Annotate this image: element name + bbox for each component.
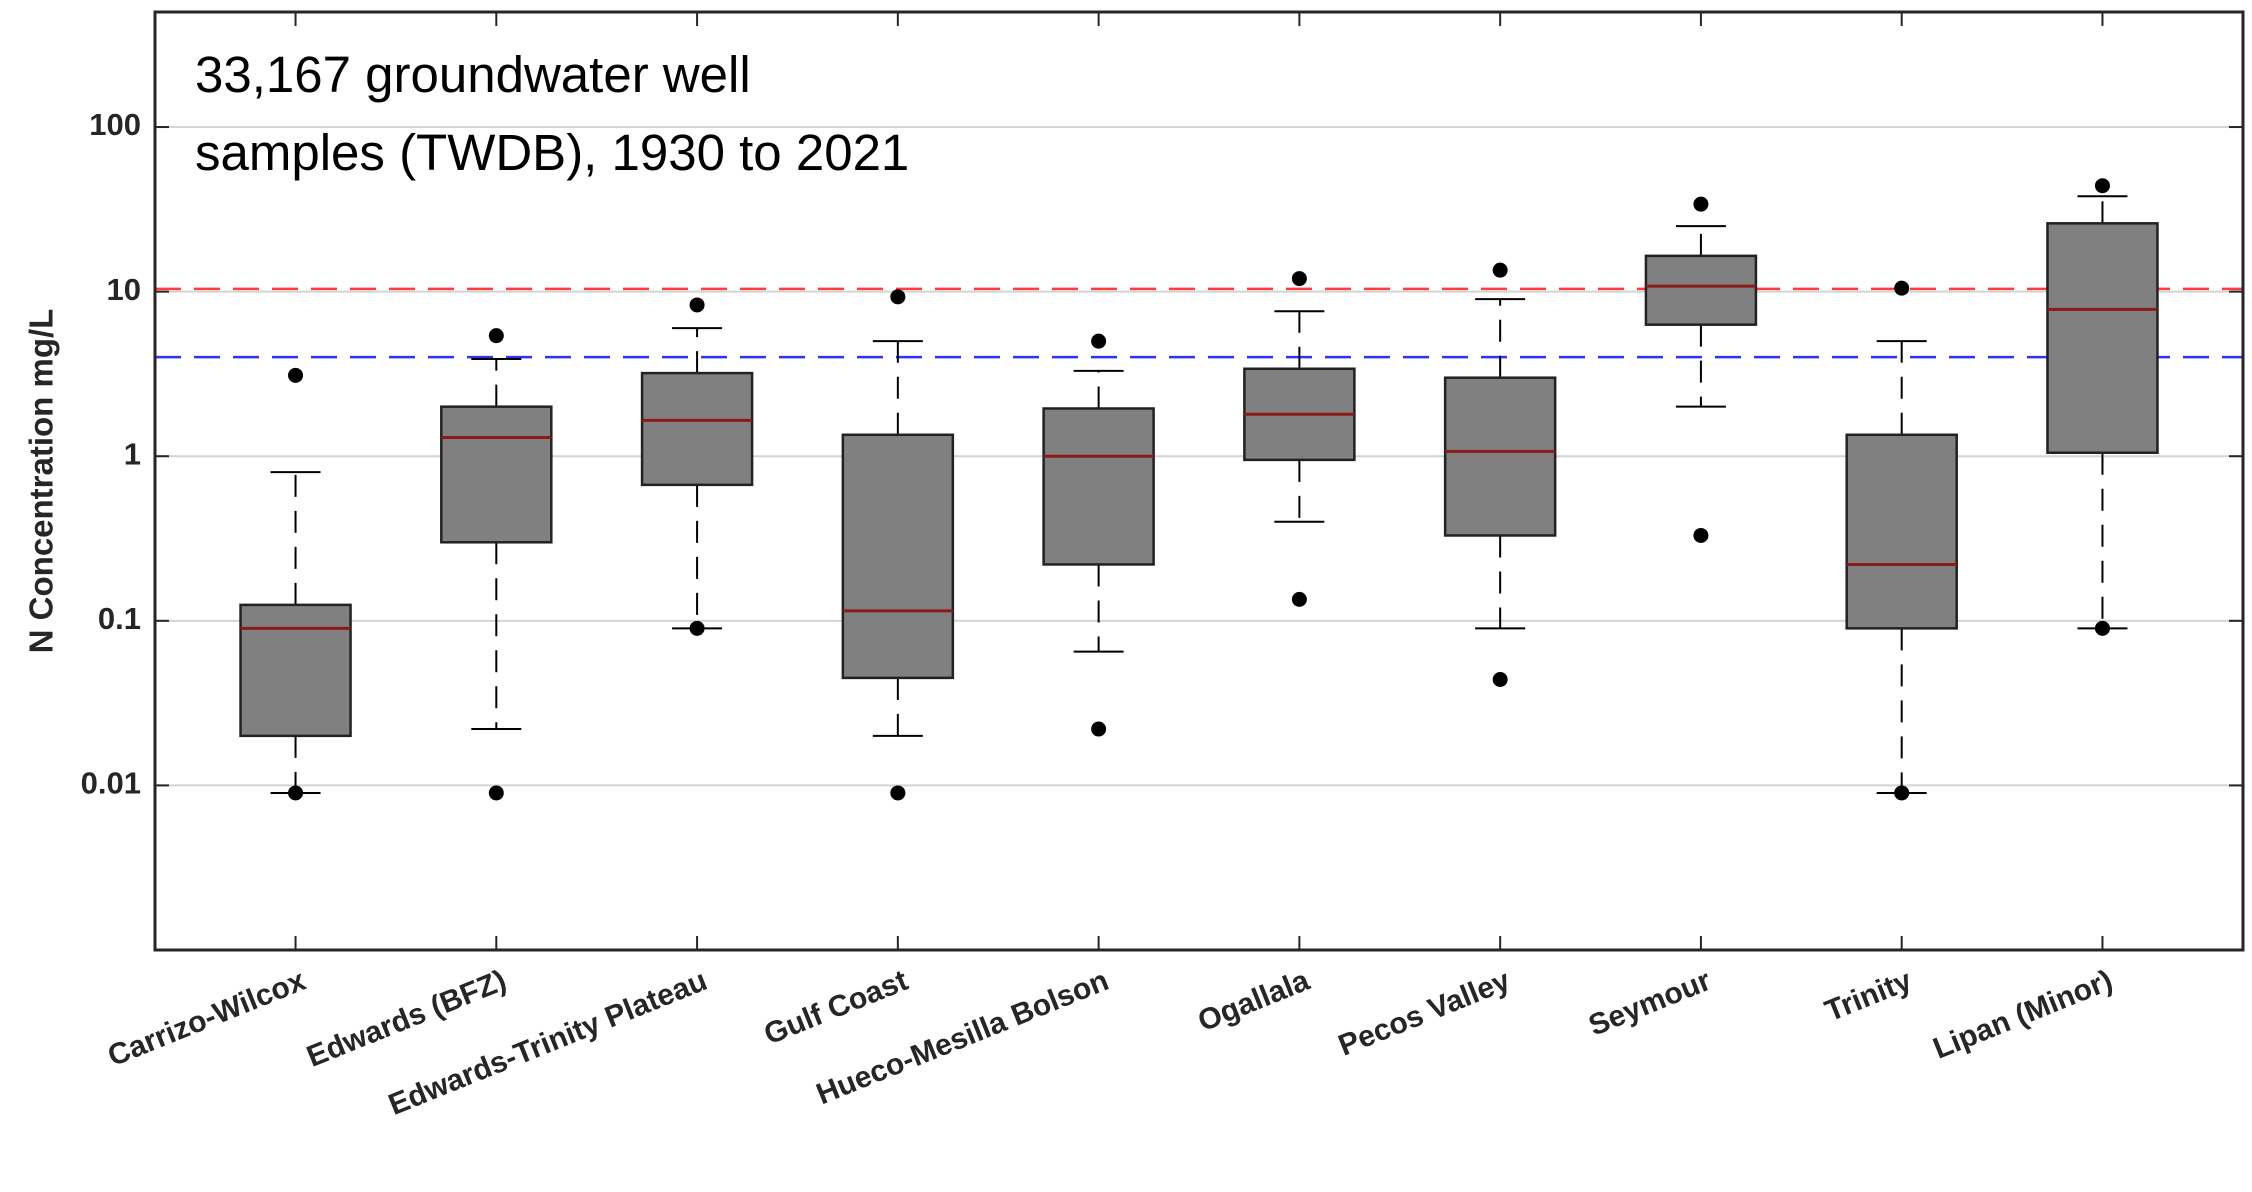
x-tick-label: Trinity — [1820, 964, 1916, 1028]
box — [1042, 407, 1155, 566]
y-tick-label: 1 — [124, 436, 141, 471]
plot-frame — [153, 10, 2245, 952]
outlier-point — [488, 328, 504, 344]
box — [2046, 222, 2159, 454]
outlier-point — [689, 297, 705, 313]
box — [841, 433, 955, 680]
box — [640, 371, 754, 487]
outlier-point — [288, 367, 304, 383]
outlier-points — [288, 178, 2110, 801]
outlier-point — [2094, 178, 2110, 194]
outlier-point — [1291, 271, 1307, 287]
outlier-point — [689, 620, 705, 636]
outlier-point — [1492, 262, 1508, 278]
annotation-line-1: 33,167 groundwater well — [195, 46, 751, 103]
outlier-point — [890, 289, 906, 305]
outlier-point — [488, 785, 504, 801]
outlier-point — [1091, 333, 1107, 349]
outlier-point — [890, 785, 906, 801]
box-group — [1845, 340, 1958, 794]
box-group — [1243, 310, 1356, 523]
box — [1644, 254, 1758, 326]
y-tick-label: 0.01 — [81, 766, 141, 801]
box — [1443, 376, 1557, 537]
outlier-point — [1894, 280, 1910, 296]
annotation-line-2: samples (TWDB), 1930 to 2021 — [195, 124, 909, 181]
x-tick-label: Gulf Coast — [759, 964, 912, 1051]
box-group — [440, 357, 553, 731]
y-axis-title: N Concentration mg/L — [23, 309, 60, 654]
x-tick-label: Seymour — [1584, 964, 1716, 1043]
box-group — [1443, 298, 1557, 630]
x-tick-label: Carrizo-Wilcox — [103, 964, 310, 1073]
y-tick-label: 10 — [107, 272, 141, 307]
box-group — [2046, 195, 2159, 630]
x-tick-label: Edwards-Trinity Plateau — [384, 964, 712, 1122]
outlier-point — [2094, 620, 2110, 636]
box — [239, 603, 352, 738]
x-tick-label: Ogallala — [1193, 964, 1314, 1038]
box-group — [1644, 225, 1758, 408]
outlier-point — [288, 785, 304, 801]
y-ticks: 0.01 0.1 1 10 100 — [81, 107, 2243, 801]
outlier-point — [1693, 196, 1709, 212]
outlier-point — [1492, 672, 1508, 688]
box — [1845, 433, 1958, 630]
outlier-point — [1894, 785, 1910, 801]
outlier-point — [1291, 591, 1307, 607]
box-group — [1042, 369, 1155, 653]
boxes — [239, 195, 2159, 794]
box-group — [640, 327, 754, 630]
outlier-point — [1091, 721, 1107, 737]
outlier-point — [1693, 527, 1709, 543]
y-tick-label: 100 — [89, 107, 141, 142]
x-tick-label: Pecos Valley — [1334, 964, 1515, 1063]
x-tick-label: Lipan (Minor) — [1929, 964, 2117, 1066]
box — [440, 405, 553, 544]
y-tick-label: 0.1 — [98, 601, 141, 636]
box-group — [841, 340, 955, 737]
